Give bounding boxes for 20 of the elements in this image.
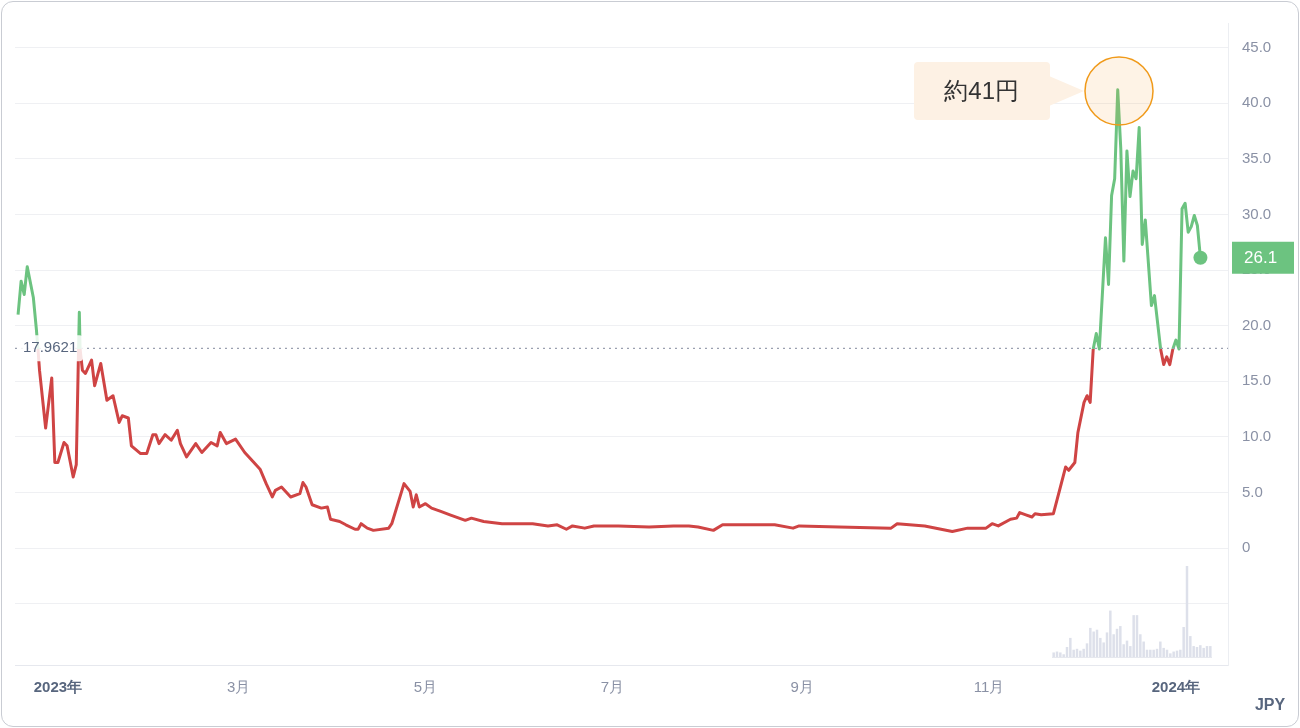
ref-line-label: 17.9621 xyxy=(23,338,78,356)
y-tick-label: 0 xyxy=(1242,538,1251,556)
y-tick-label: 15.0 xyxy=(1242,371,1272,389)
annotation: 約41円 xyxy=(913,61,1050,120)
x-tick-label: 5月 xyxy=(413,678,438,696)
x-tick-label: 2024年 xyxy=(1151,678,1201,696)
x-tick-label: 7月 xyxy=(600,678,624,696)
y-tick-label: 10.0 xyxy=(1242,427,1272,445)
y-tick-label: 40.0 xyxy=(1242,93,1272,111)
y-tick-label: 45.0 xyxy=(1242,37,1272,55)
annotation: 26.1 xyxy=(1244,248,1278,268)
y-tick-label: 35.0 xyxy=(1242,148,1272,166)
x-tick-label: 9月 xyxy=(790,678,814,696)
x-tick-label: 2023年 xyxy=(33,678,83,696)
y-axis-title: JPY xyxy=(1254,696,1286,714)
y-tick-label: 20.0 xyxy=(1242,315,1272,333)
x-tick-label: 3月 xyxy=(226,678,251,696)
x-tick-label: 11月 xyxy=(973,678,1005,696)
y-tick-label: 30.0 xyxy=(1242,204,1272,222)
y-tick-label: 5.0 xyxy=(1242,482,1263,500)
